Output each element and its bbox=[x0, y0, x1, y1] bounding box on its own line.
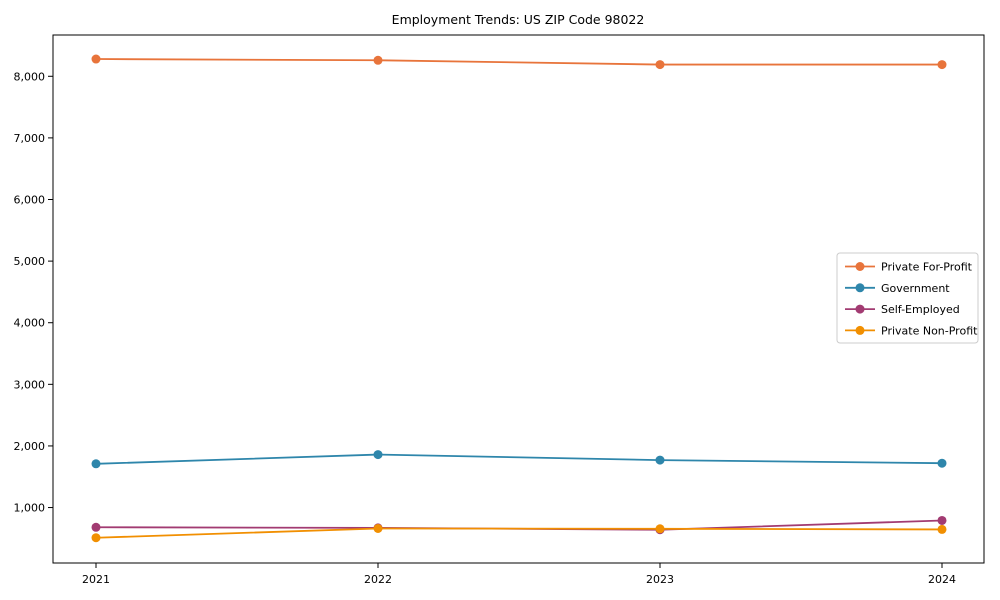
series-line-private-for-profit bbox=[95, 58, 942, 66]
series-line-government bbox=[95, 453, 943, 465]
y-axis-tick-label: 5,000 bbox=[14, 255, 46, 268]
legend-label-private-non-profit: Private Non-Profit bbox=[881, 324, 978, 337]
y-axis-tick-label: 8,000 bbox=[14, 70, 46, 83]
data-point-private-non-profit bbox=[91, 533, 101, 543]
legend-label-government: Government bbox=[881, 282, 950, 295]
y-axis-tick-label: 1,000 bbox=[14, 502, 46, 515]
legend-marker-self-employed bbox=[855, 304, 865, 314]
legend-marker-private-non-profit bbox=[855, 325, 865, 335]
data-point-private-for-profit bbox=[655, 60, 665, 70]
data-point-government bbox=[655, 455, 665, 465]
data-point-government bbox=[373, 450, 383, 460]
data-point-government bbox=[91, 459, 101, 469]
y-axis-tick-label: 6,000 bbox=[14, 193, 46, 206]
legend-marker-private-for-profit bbox=[855, 262, 865, 271]
data-point-private-non-profit bbox=[373, 523, 383, 533]
series-line-private-non-profit bbox=[95, 527, 943, 539]
legend-marker-government bbox=[855, 283, 865, 293]
plot-area: 1,000 2,000 3,000 4,000 5,000 6,000 7,000 8,000… bbox=[14, 34, 985, 586]
y-axis-tick-label: 4,000 bbox=[14, 317, 46, 330]
legend-label-self-employed: Self-Employed bbox=[881, 303, 960, 316]
data-point-private-non-profit bbox=[655, 524, 665, 534]
data-point-self-employed bbox=[937, 515, 947, 525]
y-axis-tick-label: 7,000 bbox=[14, 132, 46, 145]
plot-frame bbox=[52, 34, 985, 564]
x-axis-tick-label: 2021 bbox=[82, 573, 110, 586]
data-point-private-non-profit bbox=[937, 524, 947, 534]
data-point-self-employed bbox=[91, 522, 101, 532]
legend-label-private-for-profit: Private For-Profit bbox=[881, 261, 973, 274]
x-axis-tick-label: 2022 bbox=[364, 573, 392, 586]
y-axis-tick-label: 3,000 bbox=[14, 378, 46, 391]
x-axis-tick-label: 2024 bbox=[928, 573, 956, 586]
data-point-private-for-profit bbox=[937, 60, 947, 70]
legend-box bbox=[836, 252, 979, 344]
data-point-private-for-profit bbox=[91, 54, 101, 64]
data-point-private-for-profit bbox=[373, 55, 383, 65]
y-axis-tick-label: 2,000 bbox=[14, 440, 46, 453]
chart-title: Employment Trends: US ZIP Code 98022 bbox=[392, 12, 645, 27]
x-axis-tick-label: 2023 bbox=[646, 573, 674, 586]
data-point-government bbox=[937, 458, 947, 468]
